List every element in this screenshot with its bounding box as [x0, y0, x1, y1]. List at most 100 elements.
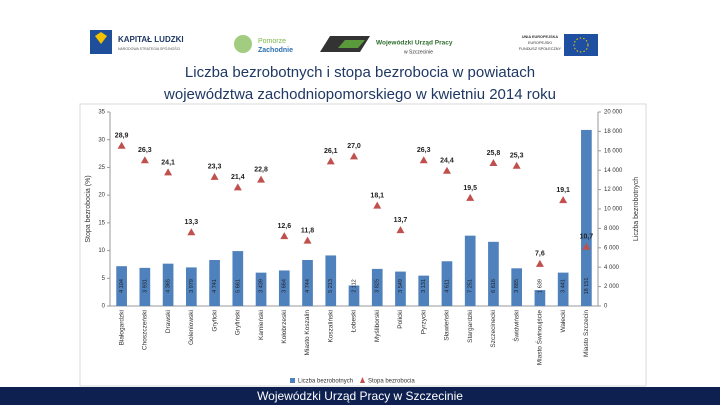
bar-label: 18 151 [584, 278, 590, 295]
x-tick-label: Szczecinecki [490, 310, 497, 348]
marker-label: 7,6 [535, 251, 545, 258]
bar-label: 3 825 [375, 279, 381, 293]
marker-label: 13,3 [185, 219, 199, 226]
marker-label: 24,4 [440, 158, 454, 165]
bar [441, 261, 453, 306]
y2-axis-label: Liczba bezrobotnych [633, 177, 640, 241]
marker [280, 232, 289, 240]
y-tick-label: 35 [98, 110, 105, 116]
marker-label: 10,7 [580, 234, 594, 241]
bar-label: 4 741 [212, 279, 218, 293]
x-tick-label: Policki [397, 310, 404, 329]
bar-label: 6 616 [491, 279, 497, 293]
bar [581, 129, 592, 306]
logo-icon [234, 35, 252, 53]
bar [185, 267, 197, 306]
chart-title: województwa zachodniopomorskiego w kwiet… [163, 86, 556, 103]
legend-label: Liczba bezrobotnych [298, 379, 353, 385]
y2-tick-label: 8 000 [604, 226, 620, 232]
y-tick-label: 0 [102, 304, 106, 310]
bar-label: 5 213 [328, 279, 334, 293]
marker [140, 156, 149, 164]
marker [257, 175, 266, 183]
y2-tick-label: 20 000 [604, 110, 623, 116]
x-tick-label: Drawski [165, 310, 172, 333]
logo-text: Wojewódzki Urząd Pracy [376, 40, 453, 47]
marker-label: 23,3 [208, 164, 222, 171]
marker [489, 158, 498, 166]
bar-label: 2 112 [351, 279, 357, 292]
y-tick-label: 25 [98, 165, 105, 171]
bar [139, 267, 151, 306]
marker-label: 22,8 [254, 166, 268, 173]
marker [303, 236, 312, 244]
bar-label: 3 441 [561, 279, 567, 293]
bar [418, 275, 430, 306]
marker [326, 157, 335, 165]
marker [117, 141, 126, 149]
bar-label: 4 611 [444, 279, 450, 292]
x-tick-label: Kołobrzeski [281, 310, 288, 344]
bar-label: 3 439 [259, 279, 265, 293]
logo-text: FUNDUSZ SPOŁECZNY [519, 47, 562, 51]
y2-tick-label: 12 000 [604, 187, 623, 193]
marker-label: 21,4 [231, 174, 245, 181]
y2-tick-label: 2 000 [604, 284, 620, 290]
marker-label: 26,3 [138, 147, 152, 154]
legend-swatch [290, 378, 295, 383]
bar-label: 3 664 [282, 279, 288, 293]
marker-label: 19,1 [556, 187, 570, 194]
marker-label: 26,1 [324, 148, 338, 155]
x-tick-label: Wałecki [560, 310, 567, 333]
bar [255, 272, 267, 306]
chart-title: Liczba bezrobotnych i stopa bezrobocia w… [185, 64, 535, 81]
x-tick-label: Miasto Świnoujście [535, 310, 544, 366]
bar [278, 270, 290, 306]
bar [232, 251, 244, 306]
logo-text: Zachodnie [258, 47, 293, 54]
bar [534, 290, 546, 306]
logo-text: KAPITAŁ LUDZKI [118, 35, 184, 44]
marker [164, 168, 173, 176]
bar [348, 285, 360, 306]
logo-text: EUROPEJSKI [528, 41, 552, 45]
bar [488, 241, 499, 306]
bar-label: 3 931 [142, 279, 148, 293]
x-tick-label: Koszaliński [327, 310, 334, 343]
marker [466, 193, 475, 201]
legend-swatch [360, 377, 365, 383]
x-tick-label: Gryficki [211, 310, 218, 332]
y2-tick-label: 0 [604, 304, 608, 310]
marker-label: 28,9 [115, 133, 129, 140]
marker [559, 196, 568, 204]
marker [187, 228, 196, 236]
marker [210, 172, 219, 180]
marker-label: 25,8 [487, 150, 501, 157]
bar [557, 272, 569, 306]
eu-stars [573, 37, 589, 53]
bar-label: 3 979 [189, 279, 195, 293]
bar-label: 7 251 [468, 279, 474, 293]
logo-text: NARODOWA STRATEGIA SPÓJNOŚCI [118, 46, 180, 51]
marker-label: 12,6 [277, 223, 291, 230]
marker [373, 201, 382, 209]
chart-frame [79, 103, 647, 387]
x-tick-label: Choszczeński [142, 310, 149, 350]
marker-label: 26,3 [417, 147, 431, 154]
bar-label: 5 661 [235, 279, 241, 293]
plot: 0 5 10 15 20 25 30 35 0 2 000 4 000 6 000 8 000 10 00… [85, 110, 640, 385]
y-axis-label: Stopa bezrobocia (%) [85, 175, 92, 242]
logo-text: Pomorze [258, 38, 286, 45]
bar-label: 3 131 [421, 279, 427, 293]
y2-tick-label: 4 000 [604, 265, 620, 271]
y-tick-label: 30 [98, 137, 105, 143]
marker [350, 152, 358, 160]
bar [371, 268, 383, 306]
y-tick-label: 20 [98, 193, 105, 199]
marker-label: 24,1 [161, 159, 175, 166]
bar-label: 4 744 [305, 279, 311, 293]
x-tick-label: Pyrzycki [420, 310, 427, 334]
footer-text: Wojewódzki Urząd Pracy w Szczecinie [257, 389, 463, 403]
